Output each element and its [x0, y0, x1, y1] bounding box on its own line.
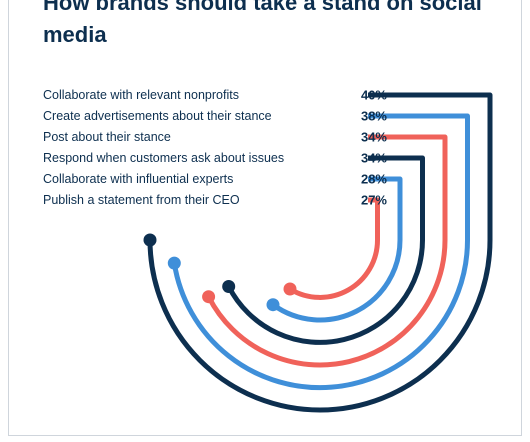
bar-end-dot-1 — [143, 233, 157, 247]
bar-end-dot-3 — [202, 290, 216, 304]
value-label-4: 34% — [361, 151, 387, 166]
value-label-1: 40% — [361, 88, 387, 103]
category-label-5: Collaborate with influential experts — [43, 172, 233, 186]
bar-end-dot-2 — [167, 256, 181, 270]
bar-end-dot-5 — [266, 298, 280, 312]
chart-title: How brands should take a stand on social… — [43, 0, 482, 47]
bar-arc-2 — [171, 113, 470, 391]
category-label-3: Post about their stance — [43, 130, 171, 144]
value-label-2: 38% — [361, 109, 387, 124]
value-label-6: 27% — [361, 193, 387, 208]
bar-arc-5 — [271, 176, 403, 323]
value-label-3: 34% — [361, 130, 387, 145]
bar-arc-4 — [226, 155, 425, 345]
bar-end-dot-6 — [283, 282, 297, 296]
bar-arc-3 — [206, 134, 448, 368]
value-label-5: 28% — [361, 172, 387, 187]
category-label-6: Publish a statement from their CEO — [43, 193, 240, 207]
bar-arc-6 — [288, 197, 380, 300]
category-label-2: Create advertisements about their stance — [43, 109, 272, 123]
category-label-1: Collaborate with relevant nonprofits — [43, 88, 239, 102]
bar-arc-1 — [147, 92, 493, 413]
category-label-4: Respond when customers ask about issues — [43, 151, 284, 165]
card-frame — [8, 0, 522, 436]
bar-end-dot-4 — [222, 280, 236, 293]
